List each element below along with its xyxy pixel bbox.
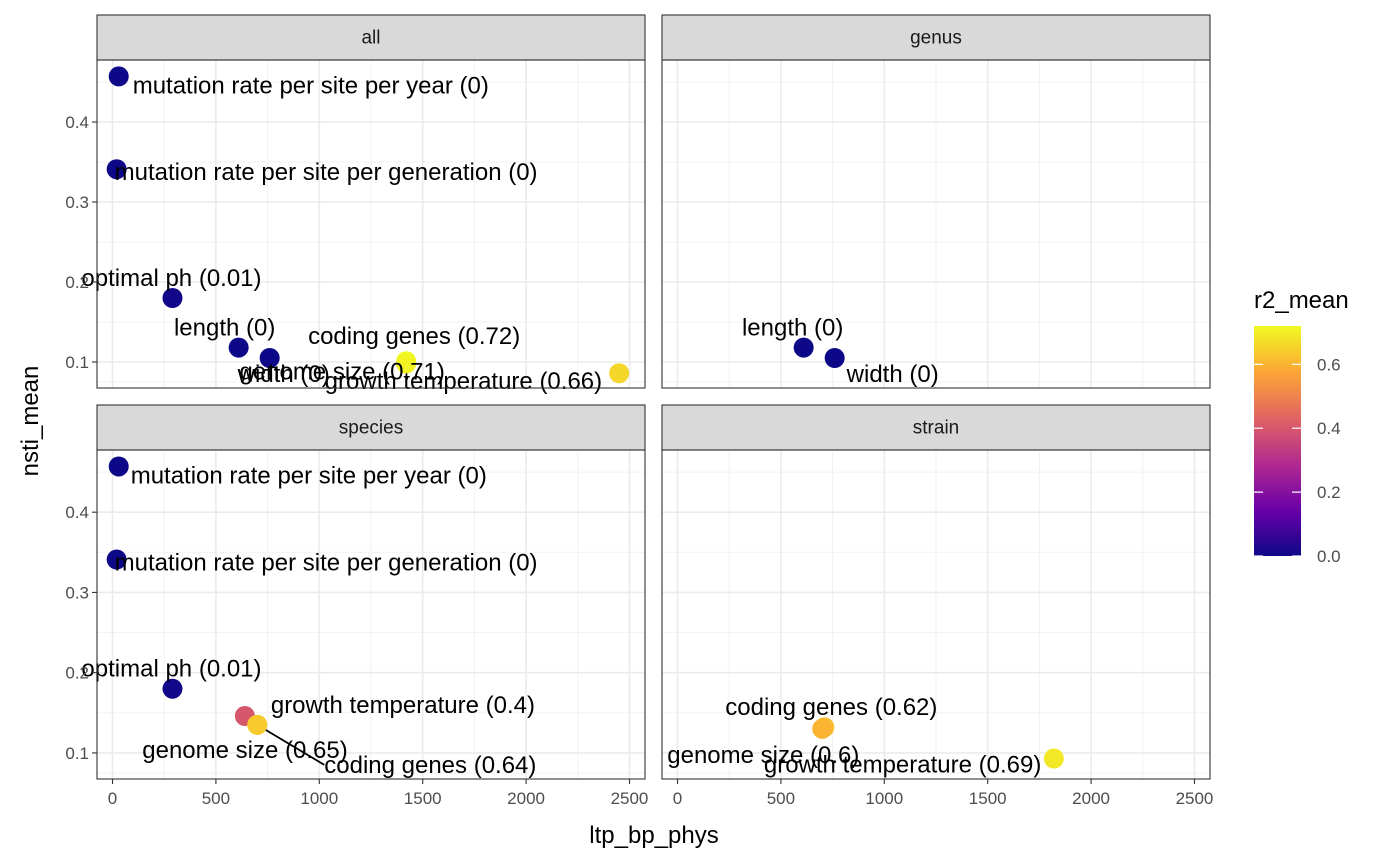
x-tick-label: 2000 bbox=[1072, 789, 1110, 808]
strip-background bbox=[661, 14, 1211, 61]
point-label: optimal ph (0.01) bbox=[81, 656, 261, 683]
colorbar-tick-label: 0.2 bbox=[1317, 483, 1341, 502]
colorbar-tick-label: 0.0 bbox=[1317, 547, 1341, 566]
point-label: length (0) bbox=[174, 315, 275, 342]
data-point bbox=[162, 288, 183, 308]
y-tick-label: 0.4 bbox=[65, 113, 89, 132]
point-label: length (0) bbox=[742, 315, 843, 342]
strip-label: all bbox=[361, 28, 380, 49]
color-legend: r2_mean 0.0 0.2 0.4 0.6 bbox=[1254, 287, 1349, 566]
x-tick-label: 500 bbox=[767, 789, 795, 808]
x-tick-label: 1500 bbox=[404, 789, 442, 808]
y-tick-label: 0.1 bbox=[65, 744, 89, 763]
point-label: mutation rate per site per year (0) bbox=[131, 462, 487, 489]
panel-border bbox=[96, 449, 646, 780]
point-label: coding genes (0.72) bbox=[308, 323, 520, 350]
data-point bbox=[609, 363, 630, 384]
facet-panels: all mutation rate per site per year (0) mu… bbox=[65, 14, 1214, 808]
x-tick-label: 0 bbox=[673, 789, 682, 808]
x-tick-label: 1000 bbox=[300, 789, 338, 808]
data-point bbox=[228, 337, 249, 358]
y-tick-label: 0.3 bbox=[65, 193, 89, 212]
data-point bbox=[824, 348, 845, 368]
strip-label: species bbox=[339, 418, 403, 439]
y-tick-label: 0.2 bbox=[65, 273, 89, 292]
strip-label: strain bbox=[913, 418, 959, 439]
strip-background bbox=[661, 404, 1211, 451]
point-label: width (0) bbox=[846, 361, 939, 388]
strip-background bbox=[96, 14, 646, 61]
point-label: genome size (0.71) bbox=[239, 359, 444, 386]
point-label: width (0) bbox=[237, 361, 330, 388]
point-label: mutation rate per site per generation (0… bbox=[115, 159, 538, 186]
x-tick-label: 2500 bbox=[611, 789, 649, 808]
point-label: coding genes (0.64) bbox=[324, 752, 536, 779]
data-point bbox=[108, 66, 129, 87]
point-label: growth temperature (0.69) bbox=[764, 752, 1041, 779]
x-tick-label: 1500 bbox=[969, 789, 1007, 808]
data-point bbox=[396, 353, 417, 374]
panel-border bbox=[661, 59, 1211, 389]
point-label: optimal ph (0.01) bbox=[81, 265, 261, 292]
point-label: mutation rate per site per year (0) bbox=[133, 72, 489, 99]
x-tick-label: 2500 bbox=[1176, 789, 1214, 808]
panel-border bbox=[96, 59, 646, 389]
data-point bbox=[1043, 748, 1064, 769]
colorbar-tick-label: 0.4 bbox=[1317, 419, 1341, 438]
y-tick-label: 0.1 bbox=[65, 353, 89, 372]
point-label: growth temperature (0.4) bbox=[271, 692, 535, 719]
data-point bbox=[793, 337, 814, 358]
x-tick-label: 0 bbox=[108, 789, 117, 808]
point-label: growth temperature (0.66) bbox=[325, 368, 602, 395]
panel-border bbox=[661, 449, 1211, 780]
y-axis-title: nsti_mean bbox=[17, 366, 44, 477]
facet-panel-species: species mutation rate per site per year (… bbox=[65, 404, 649, 808]
facet-panel-all: all mutation rate per site per year (0) mu… bbox=[65, 14, 646, 395]
data-point bbox=[259, 348, 280, 368]
data-point bbox=[812, 718, 833, 739]
strip-background bbox=[96, 404, 646, 451]
data-point bbox=[162, 678, 183, 699]
y-tick-label: 0.2 bbox=[65, 664, 89, 683]
facet-panel-genus: genus length (0)width (0) bbox=[661, 14, 1211, 389]
data-point bbox=[106, 159, 127, 180]
point-label: genome size (0.65) bbox=[142, 737, 347, 764]
x-tick-label: 500 bbox=[202, 789, 230, 808]
colorbar-tick-label: 0.6 bbox=[1317, 355, 1341, 374]
x-tick-label: 1000 bbox=[865, 789, 903, 808]
point-label: coding genes (0.62) bbox=[725, 694, 937, 721]
point-label: genome size (0.6) bbox=[667, 742, 859, 769]
data-point bbox=[247, 714, 268, 735]
x-axis-title: ltp_bp_phys bbox=[589, 822, 718, 849]
data-point bbox=[108, 456, 129, 477]
point-label: mutation rate per site per generation (0… bbox=[115, 550, 538, 577]
data-point bbox=[106, 549, 127, 570]
y-tick-label: 0.4 bbox=[65, 503, 89, 522]
colorbar bbox=[1254, 326, 1301, 556]
y-tick-label: 0.3 bbox=[65, 583, 89, 602]
strip-label: genus bbox=[910, 28, 962, 49]
x-tick-label: 2000 bbox=[507, 789, 545, 808]
facet-panel-strain: strain coding genes (0.62) genome size (0.… bbox=[661, 404, 1214, 808]
label-connector bbox=[256, 724, 325, 766]
legend-title: r2_mean bbox=[1254, 287, 1349, 314]
